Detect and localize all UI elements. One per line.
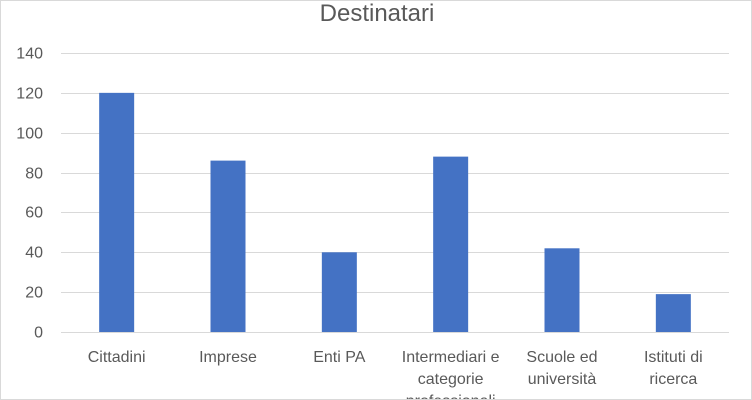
bar [544,248,580,332]
x-category-label: Cittadini [88,349,146,366]
x-category-label: Istituti di ricerca [644,349,703,388]
x-category-label-line: Imprese [199,349,257,366]
x-category-label-line: professionali [406,393,496,399]
chart-title: Destinatari [320,1,435,27]
x-category-label-line: categorie [418,371,484,388]
x-category-label: Enti PA [313,349,366,366]
x-category-label-line: Scuole ed [526,349,597,366]
x-category-label-line: Cittadini [88,349,146,366]
bar [210,160,246,332]
bar [433,156,469,332]
y-tick-label: 120 [16,86,43,103]
y-tick-label: 0 [34,325,43,342]
bar [99,92,135,332]
x-category-label: Imprese [199,349,257,366]
y-tick-label: 60 [25,205,43,222]
y-tick-label: 20 [25,285,43,302]
x-axis-category-labels: Cittadini Imprese Enti PA Intermediari e cat… [88,349,703,399]
gridlines [61,53,729,333]
bar [655,294,691,332]
x-category-label-line: Istituti di [644,349,703,366]
x-category-label: Intermediari e categorie professionali [402,349,500,399]
bar [321,252,357,332]
x-category-label-line: Enti PA [313,349,366,366]
bars [99,92,691,332]
x-category-label: Scuole ed università [526,349,597,388]
y-tick-label: 40 [25,245,43,262]
x-category-label-line: ricerca [649,371,697,388]
y-tick-label: 80 [25,166,43,183]
x-category-label-line: Intermediari e [402,349,500,366]
y-tick-label: 140 [16,46,43,63]
x-category-label-line: università [528,371,597,388]
y-tick-label: 100 [16,126,43,143]
y-axis-tick-labels: 0 20 40 60 80 100 120 140 [16,46,43,342]
